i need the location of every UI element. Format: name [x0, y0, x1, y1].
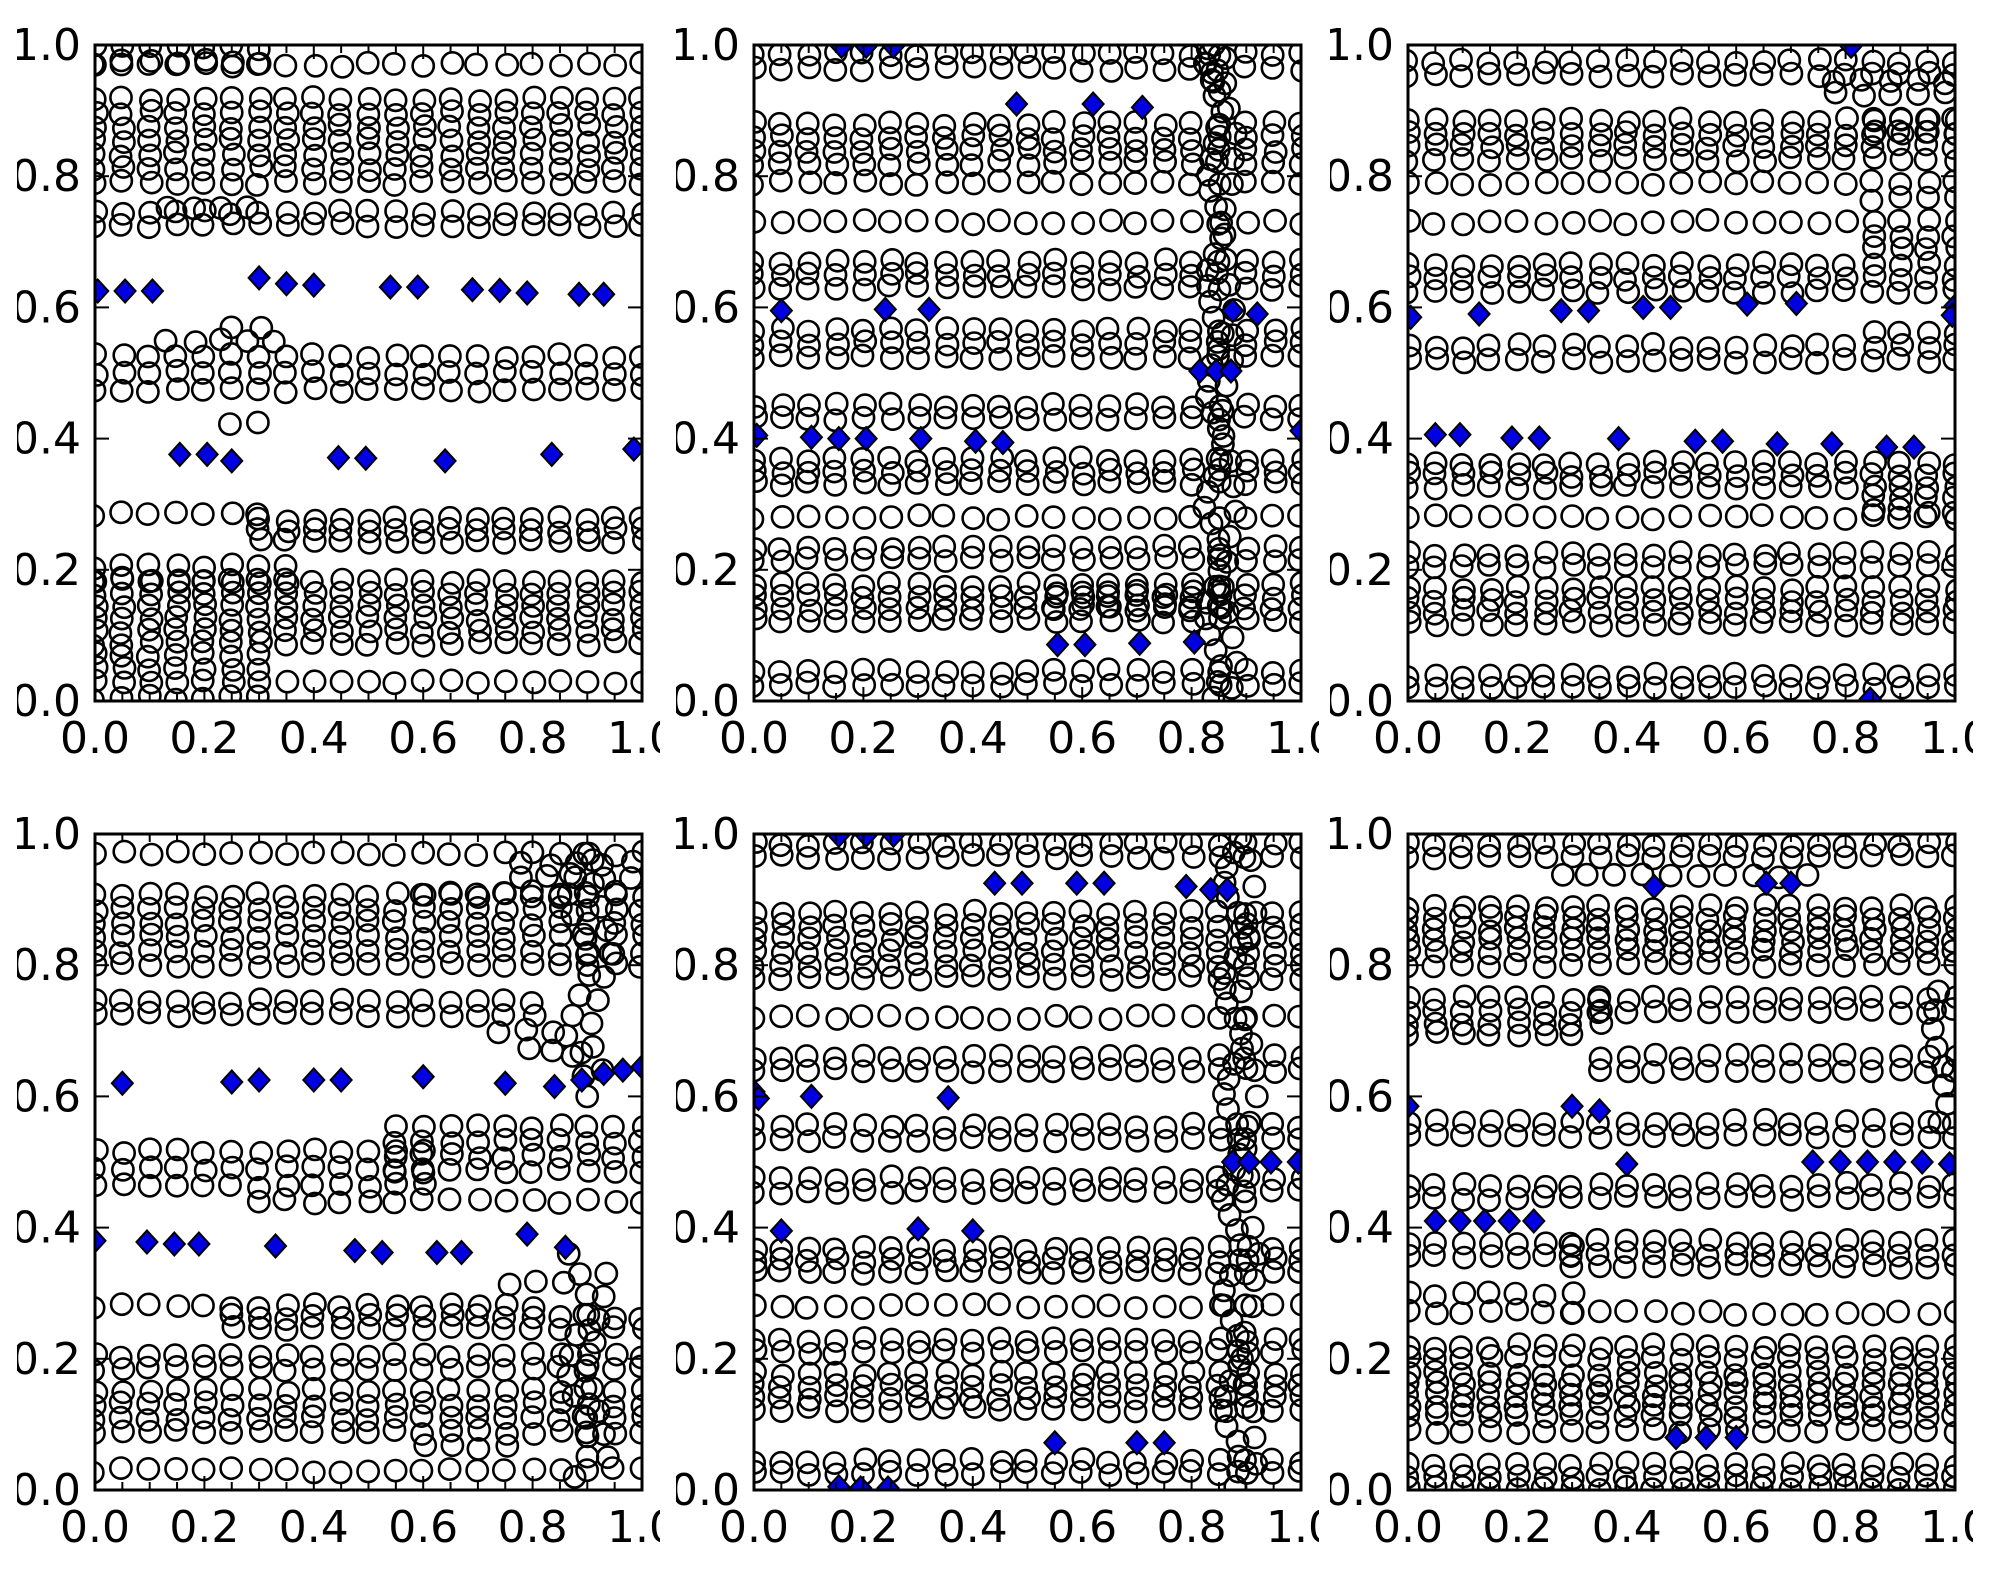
scatter-markers-top-left	[95, 45, 642, 701]
y-tick-label: 0.6	[1330, 282, 1394, 333]
subplot-bottom-right-svg: 0.0 0.2 0.4 0.6 0.8 1.0 0.0 0.2 0.4 0.6 0.8 1.0	[1330, 810, 1973, 1553]
subplot-top-right-svg: 0.0 0.2 0.4 0.6 0.8 1.0 0.0 0.2 0.4 0.6 0.8 1.0	[1330, 21, 1973, 764]
subplot-bottom-left: 0.0 0.2 0.4 0.6 0.8 1.0 0.0 0.2 0.4 0.6 0.8 1.0	[17, 810, 660, 1576]
y-tick-label: 0.0	[17, 676, 81, 727]
subplot-bottom-middle: 0.0 0.2 0.4 0.6 0.8 1.0 0.0 0.2 0.4 0.6 0.8 1.0	[676, 810, 1319, 1576]
y-tick-label: 0.6	[17, 282, 81, 333]
scatter-markers-bottom-right	[1408, 834, 1955, 1490]
y-tick-label: 0.8	[676, 151, 740, 202]
x-tick-label: 1.0	[607, 713, 660, 764]
x-tick-label: 0.0	[719, 1502, 789, 1553]
y-tick-label: 0.4	[17, 1203, 81, 1254]
y-tick-label: 1.0	[676, 21, 740, 71]
y-tick-label: 0.2	[1330, 545, 1394, 596]
y-tick-label: 0.8	[1330, 151, 1394, 202]
x-tick-label: 0.4	[1592, 1502, 1662, 1553]
x-tick-label: 0.6	[388, 1502, 458, 1553]
y-tick-label: 0.4	[676, 414, 740, 465]
tick-labels-bottom-left: 0.0 0.2 0.4 0.6 0.8 1.0 0.0 0.2 0.4 0.6 0.8 1.0	[17, 810, 660, 1553]
x-tick-label: 0.4	[938, 1502, 1008, 1553]
tick-labels-top-middle: 0.0 0.2 0.4 0.6 0.8 1.0 0.0 0.2 0.4 0.6 0.8 1.0	[676, 21, 1319, 764]
y-tick-label: 0.2	[676, 545, 740, 596]
y-tick-label: 1.0	[17, 21, 81, 71]
scatter-markers-bottom-middle	[754, 834, 1301, 1490]
y-tick-label: 0.6	[1330, 1071, 1394, 1122]
tick-labels-top-left: 0.0 0.2 0.4 0.6 0.8 1.0 0.0 0.2 0.4 0.6 0.8 1.0	[17, 21, 660, 764]
y-tick-label: 0.2	[17, 1334, 81, 1385]
y-tick-label: 0.0	[1330, 1465, 1394, 1516]
x-tick-label: 1.0	[1266, 1502, 1319, 1553]
y-tick-label: 0.0	[1330, 676, 1394, 727]
x-tick-label: 0.6	[1701, 713, 1771, 764]
x-tick-label: 0.2	[828, 1502, 898, 1553]
y-tick-label: 0.0	[676, 1465, 740, 1516]
subplot-bottom-left-svg: 0.0 0.2 0.4 0.6 0.8 1.0 0.0 0.2 0.4 0.6 0.8 1.0	[17, 810, 660, 1553]
x-tick-label: 0.6	[1047, 1502, 1117, 1553]
subplot-top-middle: 0.0 0.2 0.4 0.6 0.8 1.0 0.0 0.2 0.4 0.6 0.8 1.0	[676, 21, 1319, 787]
y-tick-label: 0.4	[17, 414, 81, 465]
y-tick-label: 0.4	[676, 1203, 740, 1254]
y-tick-label: 0.2	[676, 1334, 740, 1385]
x-tick-label: 0.0	[60, 1502, 130, 1553]
x-tick-label: 0.0	[1373, 713, 1443, 764]
y-tick-label: 1.0	[676, 810, 740, 860]
x-tick-label: 0.6	[1701, 1502, 1771, 1553]
y-tick-label: 0.8	[1330, 940, 1394, 991]
subplot-bottom-middle-svg: 0.0 0.2 0.4 0.6 0.8 1.0 0.0 0.2 0.4 0.6 0.8 1.0	[676, 810, 1319, 1553]
x-tick-label: 0.8	[1157, 713, 1227, 764]
y-tick-label: 1.0	[17, 810, 81, 860]
axis-ticks-bottom-middle	[753, 833, 1302, 1491]
x-tick-label: 0.2	[828, 713, 898, 764]
x-tick-label: 1.0	[607, 1502, 660, 1553]
tick-labels-bottom-middle: 0.0 0.2 0.4 0.6 0.8 1.0 0.0 0.2 0.4 0.6 0.8 1.0	[676, 810, 1319, 1553]
x-tick-label: 0.8	[1811, 1502, 1881, 1553]
y-tick-label: 0.0	[676, 676, 740, 727]
y-tick-label: 1.0	[1330, 810, 1394, 860]
x-tick-label: 0.0	[60, 713, 130, 764]
x-tick-label: 0.2	[1482, 1502, 1552, 1553]
x-tick-label: 0.2	[169, 1502, 239, 1553]
x-tick-label: 1.0	[1266, 713, 1319, 764]
x-tick-label: 0.8	[498, 713, 568, 764]
y-tick-label: 0.2	[17, 545, 81, 596]
scatter-markers-top-right	[1408, 45, 1955, 701]
x-tick-label: 0.8	[498, 1502, 568, 1553]
x-tick-label: 0.6	[388, 713, 458, 764]
tick-labels-bottom-right: 0.0 0.2 0.4 0.6 0.8 1.0 0.0 0.2 0.4 0.6 0.8 1.0	[1330, 810, 1973, 1553]
subplot-top-middle-svg: 0.0 0.2 0.4 0.6 0.8 1.0 0.0 0.2 0.4 0.6 0.8 1.0	[676, 21, 1319, 764]
x-tick-label: 1.0	[1920, 1502, 1973, 1553]
subplot-top-left-svg: 0.0 0.2 0.4 0.6 0.8 1.0 0.0 0.2 0.4 0.6 0.8 1.0	[17, 21, 660, 764]
y-tick-label: 0.4	[1330, 1203, 1394, 1254]
x-tick-label: 0.2	[169, 713, 239, 764]
y-tick-label: 0.6	[676, 1071, 740, 1122]
x-tick-label: 0.4	[1592, 713, 1662, 764]
tick-labels-top-right: 0.0 0.2 0.4 0.6 0.8 1.0 0.0 0.2 0.4 0.6 0.8 1.0	[1330, 21, 1973, 764]
y-tick-label: 0.8	[676, 940, 740, 991]
x-tick-label: 0.0	[1373, 1502, 1443, 1553]
subplot-top-right: 0.0 0.2 0.4 0.6 0.8 1.0 0.0 0.2 0.4 0.6 0.8 1.0	[1330, 21, 1973, 787]
scatter-markers-top-middle	[754, 45, 1301, 701]
y-tick-label: 0.8	[17, 151, 81, 202]
x-tick-label: 0.0	[719, 713, 789, 764]
x-tick-label: 1.0	[1920, 713, 1973, 764]
x-tick-label: 0.8	[1811, 713, 1881, 764]
x-tick-label: 0.4	[279, 1502, 349, 1553]
y-tick-label: 0.2	[1330, 1334, 1394, 1385]
x-tick-label: 0.6	[1047, 713, 1117, 764]
subplot-bottom-right: 0.0 0.2 0.4 0.6 0.8 1.0 0.0 0.2 0.4 0.6 0.8 1.0	[1330, 810, 1973, 1576]
x-tick-label: 0.4	[938, 713, 1008, 764]
y-tick-label: 0.6	[676, 282, 740, 333]
y-tick-label: 1.0	[1330, 21, 1394, 71]
y-tick-label: 0.0	[17, 1465, 81, 1516]
y-tick-label: 0.6	[17, 1071, 81, 1122]
x-tick-label: 0.4	[279, 713, 349, 764]
x-tick-label: 0.8	[1157, 1502, 1227, 1553]
scatter-markers-bottom-left	[95, 839, 642, 1489]
y-tick-label: 0.4	[1330, 414, 1394, 465]
subplot-top-left: 0.0 0.2 0.4 0.6 0.8 1.0 0.0 0.2 0.4 0.6 0.8 1.0	[17, 21, 660, 787]
x-tick-label: 0.2	[1482, 713, 1552, 764]
y-tick-label: 0.8	[17, 940, 81, 991]
